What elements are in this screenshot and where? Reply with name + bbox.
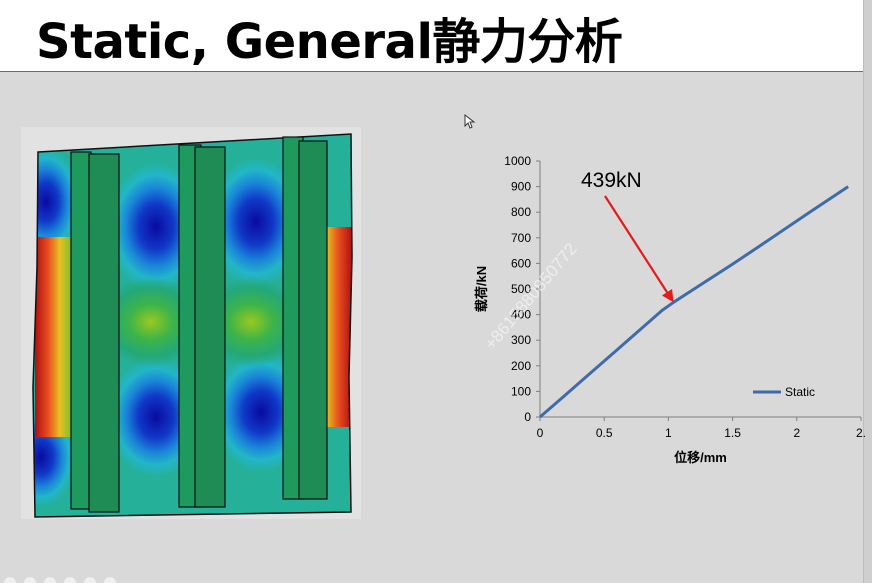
x-tick-label: 1.5 (724, 426, 741, 440)
y-tick-label: 800 (511, 205, 531, 219)
legend-label: Static (785, 385, 815, 399)
legend: Static (753, 385, 815, 399)
annotation: 439kN (581, 169, 674, 303)
y-axis-label: 载荷/kN (474, 266, 489, 312)
y-tick-label: 900 (511, 180, 531, 194)
x-axis-label: 位移/mm (674, 450, 727, 465)
x-tick-label: 2. (856, 426, 866, 440)
y-tick-label: 700 (511, 231, 531, 245)
series-line-0 (539, 185, 849, 419)
annotation-label: 439kN (581, 169, 642, 192)
load-displacement-chart: 0 100 200 300 400 500 600 700 800 900 1000 0 0.5 1 1.… (470, 150, 872, 480)
y-tick-label: 100 (511, 384, 531, 398)
slide-title: Static, General静力分析 (36, 14, 623, 70)
series-group (539, 185, 849, 419)
annotation-arrow (604, 195, 668, 293)
mouse-cursor-icon (464, 114, 476, 129)
x-tick-label: 1 (665, 426, 672, 440)
y-tick-label: 600 (511, 256, 531, 270)
window-edge (863, 0, 872, 583)
x-tick-label: 2 (793, 426, 800, 440)
fea-contour-svg (32, 133, 353, 518)
x-axis-ticks: 0 0.5 1 1.5 2 2. (537, 417, 866, 440)
y-tick-label: 400 (511, 308, 531, 322)
y-axis-ticks: 0 100 200 300 400 500 600 700 800 900 1000 (504, 154, 540, 424)
slide-header: Static, General静力分析 (0, 0, 872, 72)
y-tick-label: 0 (524, 410, 531, 424)
x-tick-label: 0.5 (596, 426, 613, 440)
y-tick-label: 1000 (504, 154, 531, 168)
annotation-arrowhead (661, 288, 674, 303)
x-tick-label: 0 (537, 426, 544, 440)
y-tick-label: 300 (511, 333, 531, 347)
chart-svg: 0 100 200 300 400 500 600 700 800 900 1000 0 0.5 1 1.… (474, 154, 866, 465)
bottom-dots-decoration (4, 577, 116, 583)
y-tick-label: 500 (511, 282, 531, 296)
y-tick-label: 200 (511, 359, 531, 373)
fea-contour-image (21, 127, 361, 519)
